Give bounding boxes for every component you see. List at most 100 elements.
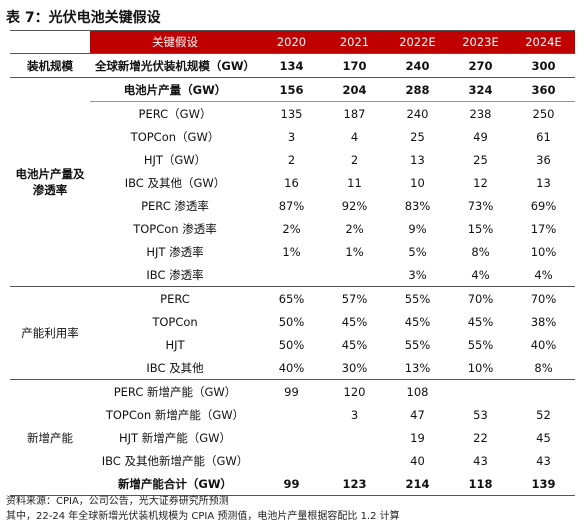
table-row: HJT 新增产能（GW） 19 22 45 <box>10 426 575 449</box>
value-cell: 204 <box>323 77 386 102</box>
value-cell: 8% <box>471 244 490 259</box>
value-cell: 288 <box>386 77 449 102</box>
row-label: HJT（GW） <box>143 152 207 167</box>
table-row: IBC 及其他新增产能（GW） 40 43 43 <box>10 449 575 472</box>
value-cell: 65% <box>260 286 323 310</box>
value-cell <box>323 449 386 472</box>
table-row: IBC 渗透率 3% 4% 4% <box>10 263 575 287</box>
value-cell: 40% <box>278 360 305 375</box>
value-cell: 53 <box>473 407 488 422</box>
table-row: 装机规模 全球新增光伏装机规模（GW） 134 170 240 270 300 <box>10 53 575 78</box>
value-cell: 134 <box>260 53 323 78</box>
group-label: 电池片产量及渗透率 <box>10 77 90 287</box>
value-cell: 2 <box>287 152 296 167</box>
value-cell: 4% <box>471 267 490 282</box>
value-cell: 17% <box>530 221 557 236</box>
value-cell: 2% <box>282 221 301 236</box>
value-cell: 12 <box>473 175 488 190</box>
value-cell: 156 <box>260 77 323 102</box>
header-cell: 2023E <box>449 30 512 54</box>
value-cell: 187 <box>323 101 386 125</box>
table-title: 表 7：光伏电池关键假设 <box>6 10 161 26</box>
value-cell: 49 <box>473 129 488 144</box>
value-cell: 2 <box>350 152 359 167</box>
row-label: TOPCon <box>152 314 198 329</box>
value-cell: 270 <box>449 53 512 78</box>
value-cell: 36 <box>536 152 551 167</box>
row-label: TOPCon 渗透率 <box>133 221 217 236</box>
value-cell: 1% <box>282 244 301 259</box>
table-row: TOPCon（GW） 3 4 25 49 61 <box>10 125 575 148</box>
table-row: 新增产能合计（GW） 99 123 214 118 139 <box>10 472 575 496</box>
value-cell: 57% <box>323 286 386 310</box>
value-cell: 45% <box>404 314 431 329</box>
value-cell: 300 <box>512 53 575 78</box>
value-cell: 10% <box>530 244 557 259</box>
header-cell: 2021 <box>323 30 386 54</box>
row-label: IBC 及其他新增产能（GW） <box>101 453 249 468</box>
value-cell: 214 <box>386 472 449 496</box>
header-cell: 2024E <box>512 30 575 54</box>
value-cell: 3% <box>408 267 427 282</box>
row-label: PERC <box>90 286 260 310</box>
source-note: 资料来源：CPIA，公司公告，光大证券研究所预测 <box>6 496 229 507</box>
value-cell <box>260 263 323 287</box>
table-row: PERC 渗透率 87% 92% 83% 73% 69% <box>10 194 575 217</box>
value-cell: 3 <box>287 129 296 144</box>
value-cell: 40 <box>410 453 425 468</box>
value-cell: 92% <box>341 198 368 213</box>
value-cell: 99 <box>260 379 323 403</box>
value-cell <box>449 379 512 403</box>
group-label: 产能利用率 <box>10 286 90 380</box>
table-row: IBC 及其他（GW） 16 11 10 12 13 <box>10 171 575 194</box>
value-cell: 1% <box>345 244 364 259</box>
value-cell: 10% <box>467 360 494 375</box>
header-cell: 2020 <box>260 30 323 54</box>
value-cell: 87% <box>278 198 305 213</box>
table-row: IBC 及其他 40% 30% 13% 10% 8% <box>10 356 575 380</box>
value-cell: 250 <box>512 101 575 125</box>
row-label: IBC 及其他（GW） <box>124 175 226 190</box>
table-row: 产能利用率 PERC 65% 57% 55% 70% 70% <box>10 286 575 380</box>
table-row: PERC（GW） 135 187 240 238 250 <box>10 101 575 125</box>
value-cell: 15% <box>467 221 494 236</box>
value-cell: 73% <box>467 198 494 213</box>
value-cell <box>323 263 386 287</box>
table-row: 新增产能 PERC 新增产能（GW） 99 120 108 <box>10 379 575 496</box>
table-row: TOPCon 新增产能（GW） 3 47 53 52 <box>10 403 575 426</box>
header-row: 关键假设 2020 2021 2022E 2023E 2024E <box>10 30 575 54</box>
row-label: 电池片产量（GW） <box>90 77 260 102</box>
value-cell: 5% <box>408 244 427 259</box>
value-cell: 55% <box>404 337 431 352</box>
header-cell <box>10 30 90 54</box>
value-cell <box>512 379 575 403</box>
data-table: 关键假设 2020 2021 2022E 2023E 2024E 装机规模 全球新增光伏装机规… <box>10 30 575 496</box>
value-cell <box>260 426 323 449</box>
value-cell <box>260 449 323 472</box>
group-label: 装机规模 <box>10 53 90 78</box>
value-cell: 13 <box>410 152 425 167</box>
value-cell: 11 <box>347 175 362 190</box>
value-cell: 3 <box>350 407 359 422</box>
value-cell: 123 <box>323 472 386 496</box>
value-cell: 135 <box>260 101 323 125</box>
row-label: TOPCon（GW） <box>130 129 220 144</box>
value-cell: 19 <box>410 430 425 445</box>
value-cell: 83% <box>404 198 431 213</box>
row-label: TOPCon 新增产能（GW） <box>105 407 245 422</box>
value-cell: 2% <box>345 221 364 236</box>
value-cell: 43 <box>473 453 488 468</box>
table-row: TOPCon 50% 45% 45% 45% 38% <box>10 310 575 333</box>
value-cell: 50% <box>278 337 305 352</box>
value-cell: 43 <box>536 453 551 468</box>
value-cell: 25 <box>473 152 488 167</box>
value-cell: 52 <box>536 407 551 422</box>
footnote: 其中，22-24 年全球新增光伏装机规模为 CPIA 预测值，电池片产量根据容配… <box>6 511 400 522</box>
value-cell: 45% <box>341 337 368 352</box>
value-cell: 47 <box>410 407 425 422</box>
value-cell: 8% <box>534 360 553 375</box>
value-cell: 70% <box>449 286 512 310</box>
value-cell: 170 <box>323 53 386 78</box>
value-cell: 240 <box>386 101 449 125</box>
